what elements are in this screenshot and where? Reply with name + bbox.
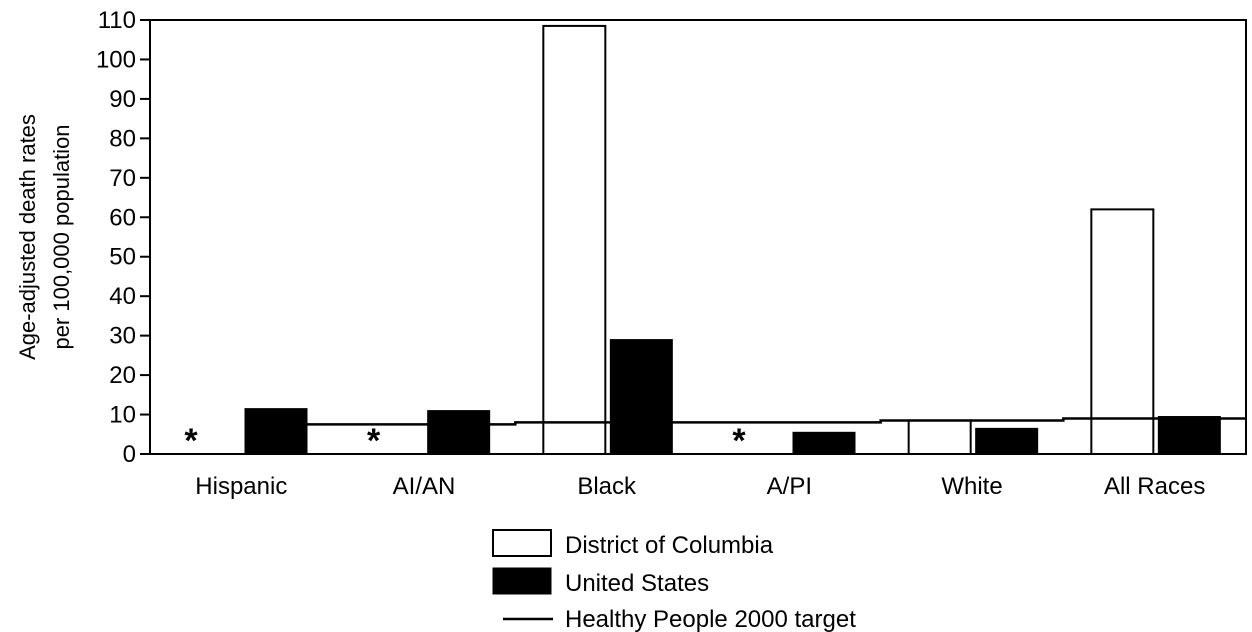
bar-us [975,427,1039,455]
y-tick-label: 0 [123,441,136,468]
category-label: Hispanic [195,473,287,500]
y-tick-label: 90 [109,86,136,113]
y-axis-title-line: Age-adjusted death rates [15,114,40,360]
y-tick-label: 80 [109,125,136,152]
y-axis-title-line: per 100,000 population [49,124,74,349]
bar-us [609,339,673,455]
legend-label-target: Healthy People 2000 target [565,606,856,632]
category-label: Black [577,473,637,500]
category-label: AI/AN [393,473,456,500]
target-line [259,417,1246,426]
bar-dc [542,24,607,455]
bar-us [427,410,491,455]
bar-dc [1090,208,1155,455]
category-label: White [941,473,1002,500]
legend-label-us: United States [565,570,709,597]
x-axis-labels: Hispanic AI/AN Black A/PI White All Races [195,473,1205,500]
bar-us [244,408,308,455]
legend: District of Columbia United States Healthy… [492,529,856,632]
category-label: A/PI [767,473,812,500]
suppressed-marker: * [732,422,746,460]
suppressed-marker: * [184,422,198,460]
y-axis-title: Age-adjusted death rates per 100,000 popu… [15,114,74,360]
y-tick-label: 70 [109,165,136,192]
plot-area: * * * [149,19,1247,460]
suppressed-marker: * [367,422,381,460]
y-tick-label: 50 [109,244,136,271]
y-tick-label: 100 [96,46,136,73]
bar-us [1157,416,1221,455]
plot-frame [149,19,1247,455]
y-tick-label: 10 [109,402,136,429]
legend-swatch-us [492,567,552,595]
y-tick-label: 30 [109,323,136,350]
legend-label-dc: District of Columbia [565,532,774,559]
y-tick-label: 60 [109,204,136,231]
category-label: All Races [1104,473,1205,500]
y-axis: 0 10 20 30 40 50 60 70 80 90 100 110 [96,7,150,468]
y-tick-label: 40 [109,283,136,310]
bar-dc [907,419,972,455]
y-tick-label: 110 [98,7,136,34]
legend-swatch-dc [492,529,552,557]
bar-us [792,431,856,455]
y-tick-label: 20 [109,362,136,389]
